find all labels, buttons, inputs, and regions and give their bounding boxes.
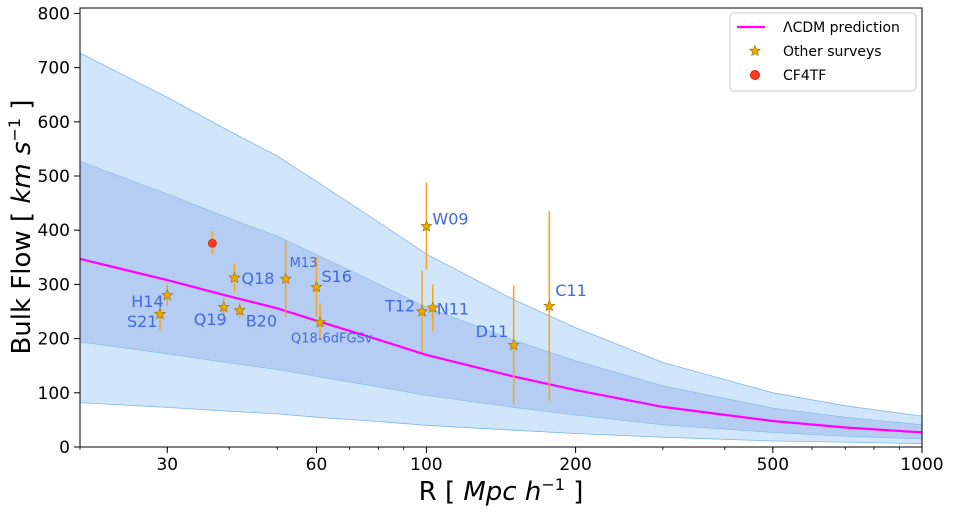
y-axis: 0 100 200 300 400 500 600 700 800 — [38, 4, 80, 458]
point-label: Q18 — [242, 269, 275, 288]
x-axis-title: R [ Mpc h−1 ] — [419, 475, 584, 507]
y-tick-label: 500 — [38, 167, 70, 187]
bulk-flow-chart: S21H14 Q19 Q18 B20 M13S16 Q18-6dFGSv W09 T12 N11… — [0, 0, 953, 512]
legend-label-lcdm: ΛCDM prediction — [783, 20, 900, 36]
x-tick-label: 1000 — [900, 455, 943, 475]
point-label: S16 — [321, 267, 352, 286]
y-axis-title: Bulk Flow [ km s−1 ] — [5, 99, 37, 354]
point-label: B20 — [246, 311, 277, 330]
y-tick-label: 700 — [38, 59, 70, 79]
x-tick-label: 200 — [559, 455, 591, 475]
point-label: S21 — [127, 312, 158, 331]
legend-label-other: Other surveys — [783, 44, 882, 60]
point-label: W09 — [432, 209, 468, 228]
legend-label-cf4tf: CF4TF — [783, 68, 826, 84]
cf4tf-point — [208, 239, 216, 247]
x-tick-label: 60 — [306, 455, 328, 475]
x-tick-label: 500 — [757, 455, 789, 475]
point-label: Q18-6dFGSv — [291, 331, 373, 346]
y-tick-label: 300 — [38, 275, 70, 295]
prediction-bands — [80, 53, 922, 444]
y-tick-label: 800 — [38, 4, 70, 24]
point-label: N11 — [437, 300, 469, 319]
x-tick-label: 30 — [156, 455, 178, 475]
legend: ΛCDM prediction Other surveys CF4TF — [730, 13, 916, 91]
point-label: T12 — [384, 297, 415, 316]
y-tick-label: 0 — [59, 438, 70, 458]
y-tick-label: 400 — [38, 221, 70, 241]
point-label: H14 — [131, 292, 163, 311]
y-tick-label: 100 — [38, 384, 70, 404]
point-label: D11 — [476, 322, 509, 341]
point-label: M13 — [290, 256, 318, 271]
x-axis: 30 60 100 200 500 1000 — [80, 447, 944, 475]
x-tick-label: 100 — [410, 455, 442, 475]
y-tick-label: 600 — [38, 113, 70, 133]
point-label: Q19 — [194, 310, 227, 329]
y-tick-label: 200 — [38, 330, 70, 350]
point-label: C11 — [555, 281, 587, 300]
legend-circle-icon — [751, 71, 760, 80]
